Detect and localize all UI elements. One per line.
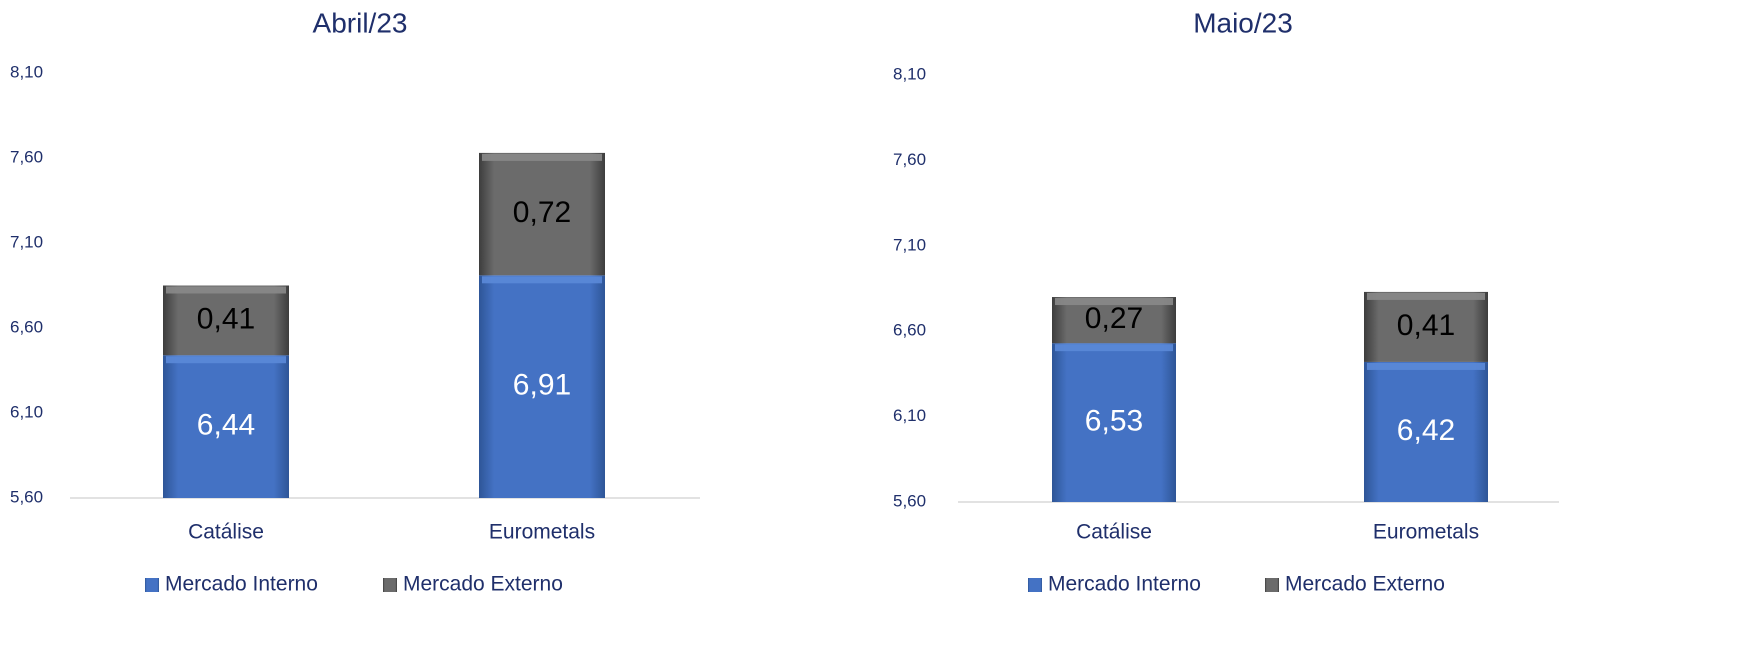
bar-mercado-interno-eurometals-bevel: [1367, 362, 1485, 370]
chart-title: Maio/23: [1193, 7, 1293, 38]
legend-swatch-mercado-interno: [1028, 578, 1042, 592]
bar-mercado-externo-eurometals-body: [1364, 291, 1488, 362]
chart-abril: Abril/23 8,10 7,60 7,10 6,60 6,10 5,60 6,44 0,41…: [10, 7, 700, 596]
bar-mercado-externo-catalise-body: [163, 285, 289, 356]
category-label: Eurometals: [1373, 521, 1479, 544]
bar-mercado-interno-catalise-body: [163, 355, 289, 498]
bar-mercado-externo-catalise: [163, 285, 289, 356]
chart-maio: Maio/23 8,10 7,60 7,10 6,60 6,10 5,60 6,53 0,27 C…: [893, 7, 1559, 596]
bar-mercado-externo-eurometals-body: [479, 152, 605, 276]
y-tick-label: 7,60: [893, 150, 926, 169]
y-tick-label: 5,60: [893, 491, 926, 510]
category-label: Catálise: [188, 521, 264, 544]
y-tick-label: 7,10: [893, 235, 926, 254]
value-label: 0,72: [513, 196, 571, 229]
y-tick-label: 8,10: [893, 64, 926, 83]
legend-label: Mercado Externo: [403, 573, 563, 596]
bar-mercado-interno-eurometals: [1364, 361, 1488, 502]
value-label: 6,44: [197, 409, 255, 442]
bar-mercado-interno-eurometals-body: [1364, 361, 1488, 502]
bar-mercado-externo-catalise: [1052, 297, 1176, 344]
legend-label: Mercado Externo: [1285, 573, 1445, 596]
bar-mercado-externo-eurometals: [1364, 291, 1488, 362]
legend-swatch-mercado-externo: [1265, 578, 1279, 592]
value-label: 0,41: [197, 302, 255, 335]
legend-label: Mercado Interno: [1048, 573, 1201, 596]
bar-mercado-externo-eurometals: [479, 152, 605, 276]
y-tick-label: 6,60: [10, 317, 43, 336]
bar-mercado-externo-eurometals-bevel: [1367, 292, 1485, 300]
y-tick-label: 7,60: [10, 147, 43, 166]
y-tick-label: 6,60: [893, 321, 926, 340]
y-tick-label: 6,10: [893, 406, 926, 425]
bar-mercado-interno-catalise-bevel: [1055, 344, 1173, 352]
value-label: 6,91: [513, 369, 571, 402]
value-label: 0,27: [1085, 302, 1143, 335]
bar-mercado-interno-eurometals-bevel: [482, 276, 602, 284]
value-label: 0,41: [1397, 309, 1455, 342]
bar-mercado-interno-eurometals-body: [479, 275, 605, 498]
y-tick-label: 7,10: [10, 232, 43, 251]
y-tick-label: 5,60: [10, 487, 43, 506]
bar-mercado-externo-catalise-bevel: [1055, 298, 1173, 306]
bar-mercado-interno-eurometals: [479, 275, 605, 498]
bar-mercado-interno-catalise: [163, 355, 289, 498]
chart-title: Abril/23: [313, 7, 408, 38]
bar-mercado-externo-eurometals-bevel: [482, 153, 602, 161]
bar-mercado-interno-catalise-bevel: [166, 356, 286, 364]
bar-mercado-interno-catalise-body: [1052, 343, 1176, 502]
category-label: Eurometals: [489, 521, 595, 544]
legend-swatch-mercado-externo: [383, 578, 397, 592]
bar-mercado-interno-catalise: [1052, 343, 1176, 502]
legend-label: Mercado Interno: [165, 573, 318, 596]
y-tick-label: 8,10: [10, 62, 43, 81]
y-tick-label: 6,10: [10, 402, 43, 421]
value-label: 6,53: [1085, 404, 1143, 437]
value-label: 6,42: [1397, 414, 1455, 447]
legend-swatch-mercado-interno: [145, 578, 159, 592]
bar-mercado-externo-catalise-bevel: [166, 286, 286, 294]
category-label: Catálise: [1076, 521, 1152, 544]
